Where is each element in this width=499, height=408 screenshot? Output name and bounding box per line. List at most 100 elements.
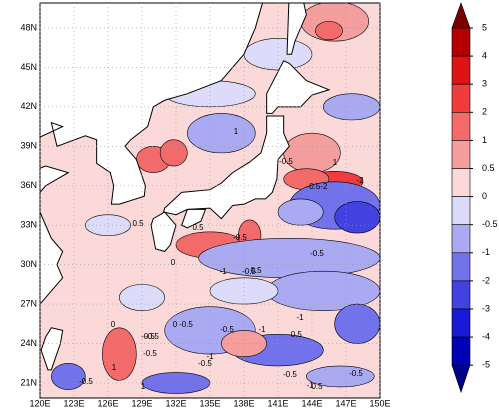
- colorbar-label: 5: [482, 22, 487, 32]
- contour-label: -2: [356, 176, 364, 185]
- y-tick-label: 39N: [20, 141, 37, 151]
- y-tick-label: 27N: [20, 298, 37, 308]
- x-tick-label: 120E: [29, 398, 50, 408]
- y-tick-label: 24N: [20, 338, 37, 348]
- contour-label: -1: [258, 325, 266, 334]
- x-tick-label: 147E: [335, 398, 356, 408]
- anomaly-region: [306, 365, 375, 388]
- contour-label: -0.5: [279, 157, 293, 166]
- colorbar-segment: [451, 55, 471, 85]
- colorbar-label: -5: [482, 360, 490, 370]
- anomaly-region: [277, 198, 324, 226]
- contour-label: 0: [173, 320, 178, 329]
- colorbar-label: 4: [482, 50, 487, 60]
- contour-label: -0.5: [220, 325, 234, 334]
- colorbar-label: 0.5: [482, 163, 495, 173]
- contour-label: 1: [234, 127, 239, 136]
- y-tick-label: 36N: [20, 180, 37, 190]
- contour-label: -0.5: [143, 349, 157, 358]
- x-tick-label: 141E: [267, 398, 288, 408]
- contour-label: 0.5: [192, 223, 204, 232]
- colorbar-segment: [451, 224, 471, 254]
- y-tick-label: 30N: [20, 259, 37, 269]
- colorbar-segment: [451, 336, 471, 366]
- anomaly-region: [323, 93, 380, 121]
- coastline: [40, 327, 64, 371]
- colorbar-label: -1: [482, 247, 490, 257]
- x-tick-label: 150E: [369, 398, 390, 408]
- anomaly-region: [119, 284, 165, 311]
- x-tick-label: 135E: [199, 398, 220, 408]
- x-tick-label: 123E: [63, 398, 84, 408]
- contour-label: -1: [306, 381, 314, 390]
- x-tick-label: 126E: [97, 398, 118, 408]
- colorbar-segment: [451, 168, 471, 197]
- coastline: [40, 3, 264, 305]
- colorbar-segment: [451, 83, 471, 113]
- coastline: [162, 115, 290, 220]
- x-tick-label: 138E: [233, 398, 254, 408]
- y-tick-label: 42N: [20, 101, 37, 111]
- colorbar-label: 1: [482, 135, 487, 145]
- anomaly-region: [102, 327, 137, 381]
- colorbar-segment: [451, 252, 471, 282]
- contour-label: -0.5: [141, 332, 155, 341]
- anomaly-region: [334, 303, 380, 344]
- y-tick-label: 48N: [20, 22, 37, 32]
- contour-label: -1: [206, 352, 214, 361]
- colorbar-segment: [451, 196, 471, 226]
- contour-label: -0.5: [198, 359, 212, 368]
- coastline: [150, 211, 177, 253]
- colorbar-under: [451, 364, 471, 394]
- contour-label: -0.5: [310, 249, 324, 258]
- y-tick-label: 45N: [20, 62, 37, 72]
- contour-label: 0.5: [311, 382, 323, 391]
- colorbar-segment: [451, 140, 471, 169]
- colorbar-label: 2: [482, 107, 487, 117]
- colorbar-label: -3: [482, 303, 490, 313]
- contour-label: -1: [296, 313, 304, 322]
- coastline: [286, 3, 307, 55]
- contour-label: 1: [112, 363, 117, 372]
- contour-label: -0.5-2: [307, 182, 328, 191]
- colorbar-label: -0.5: [482, 219, 498, 229]
- contour-label: -0.5: [233, 233, 247, 242]
- colorbar-label: 0: [482, 191, 487, 201]
- y-tick-label: 21N: [20, 377, 37, 387]
- anomaly-region: [209, 277, 279, 305]
- coastline: [181, 208, 207, 229]
- overlay: 120E 123E 126E 129E 132E 135E 138E 141E 144E 147E…: [20, 2, 498, 408]
- contour-label: 1: [141, 382, 146, 391]
- x-tick-label: 144E: [301, 398, 322, 408]
- anomaly-region: [315, 21, 343, 41]
- contour-label: 0: [111, 320, 116, 329]
- colorbar-over: [451, 2, 471, 29]
- contour-label: 0.5: [132, 219, 144, 228]
- land: [40, 3, 331, 371]
- contour-label: -1: [219, 267, 227, 276]
- colorbar-segment: [451, 27, 471, 57]
- colorbar-label: -2: [482, 275, 490, 285]
- x-tick-label: 132E: [165, 398, 186, 408]
- contour-label: -0.5: [79, 377, 93, 386]
- colorbar-label: -4: [482, 331, 490, 341]
- contour-label: -0.5: [179, 320, 193, 329]
- colorbar-label: 3: [482, 79, 487, 89]
- anomaly-region: [159, 139, 188, 167]
- contour-label: -0.5: [349, 369, 363, 378]
- anomaly-region: [334, 201, 380, 234]
- x-tick-label: 129E: [131, 398, 152, 408]
- contour-label: -0.5: [283, 370, 297, 379]
- contour-label: 0: [171, 258, 176, 267]
- contour-label: 1: [333, 158, 338, 167]
- contour-label: -0.5: [145, 332, 159, 341]
- y-tick-label: 33N: [20, 220, 37, 230]
- anomaly-region: [187, 113, 256, 154]
- contour-label: -0.5: [242, 267, 256, 276]
- colorbar-segment: [451, 280, 471, 310]
- colorbar-segment: [451, 308, 471, 338]
- contour-label: 0.5: [250, 266, 262, 275]
- colorbar-segment: [451, 112, 471, 141]
